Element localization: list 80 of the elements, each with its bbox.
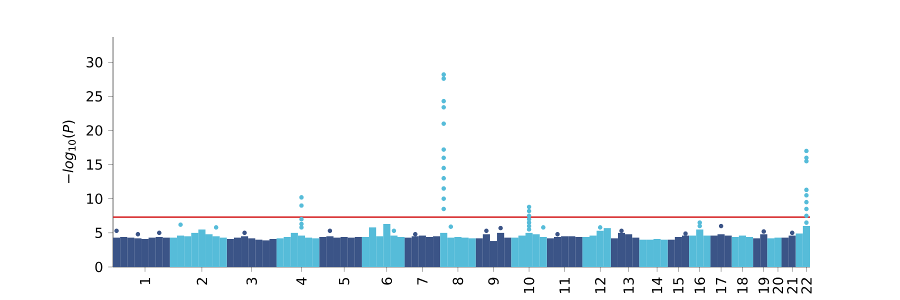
point (214, 225, 218, 230)
point (804, 156, 809, 160)
point (804, 200, 809, 204)
point (441, 186, 446, 191)
point (242, 230, 247, 236)
point (526, 227, 532, 232)
point (804, 214, 809, 218)
x-tick-label: 14 (652, 278, 662, 293)
point (441, 147, 446, 152)
point (299, 225, 304, 230)
x-tick-label: 10 (524, 278, 534, 293)
point (441, 76, 446, 81)
point (157, 230, 162, 236)
point (804, 188, 809, 192)
point (441, 72, 446, 77)
y-tick-label: 20 (86, 125, 102, 136)
point (698, 220, 702, 225)
point (299, 195, 304, 200)
point (441, 105, 446, 110)
x-tick-label: 13 (623, 278, 634, 293)
point (683, 231, 688, 236)
point (526, 204, 532, 210)
x-tick-label: 4 (296, 278, 307, 285)
point (441, 176, 446, 180)
x-tick-label: 2 (196, 278, 208, 285)
point (413, 232, 418, 236)
x-tick-label: 8 (452, 278, 464, 285)
point (178, 222, 183, 227)
point (619, 228, 624, 234)
point (804, 148, 809, 154)
x-tick-label: 22 (801, 278, 812, 294)
point (484, 228, 489, 234)
point (441, 98, 446, 104)
y-tick-label: 30 (86, 56, 102, 68)
point (441, 156, 446, 160)
x-tick-label: 20 (772, 278, 784, 294)
point (541, 225, 546, 230)
point (498, 226, 503, 230)
point (136, 232, 140, 236)
point (448, 224, 454, 229)
y-tick-label: 0 (95, 262, 102, 272)
point (804, 206, 809, 212)
point (804, 220, 809, 225)
y-tick-label: 5 (95, 228, 102, 238)
point (698, 224, 702, 228)
point (441, 166, 446, 170)
point (328, 228, 332, 234)
point (762, 229, 766, 234)
y-tick-label: 15 (87, 159, 102, 170)
y-tick-label: 10 (87, 193, 102, 204)
x-tick-label: 18 (737, 278, 748, 293)
point (441, 196, 446, 201)
point (555, 232, 560, 236)
point (804, 158, 809, 164)
x-tick-label: 1 (140, 278, 150, 284)
x-tick-label: 15 (673, 278, 684, 293)
x-tick-label: 16 (694, 278, 705, 293)
x-tick-label: 12 (595, 278, 606, 293)
point (299, 203, 304, 208)
point (598, 225, 602, 230)
point (441, 121, 446, 126)
y-axis-title: −log$_{10}$(P) (62, 120, 76, 184)
x-tick-label: 21 (787, 278, 798, 294)
x-tick-label: 17 (716, 278, 726, 293)
x-tick-label: 5 (338, 278, 350, 285)
x-tick-label: 9 (488, 278, 499, 285)
point (114, 228, 119, 234)
x-tick-label: 3 (246, 278, 257, 285)
x-tick-label: 11 (560, 278, 570, 293)
point (790, 230, 794, 236)
point (526, 208, 532, 214)
x-tick-label: 19 (758, 278, 770, 293)
point (392, 228, 396, 234)
point (299, 216, 304, 222)
point (441, 206, 446, 212)
point (804, 193, 809, 198)
y-tick-label: 25 (86, 91, 102, 102)
x-tick-label: 6 (382, 278, 392, 285)
point (718, 224, 724, 228)
x-tick-label: 7 (417, 278, 428, 284)
